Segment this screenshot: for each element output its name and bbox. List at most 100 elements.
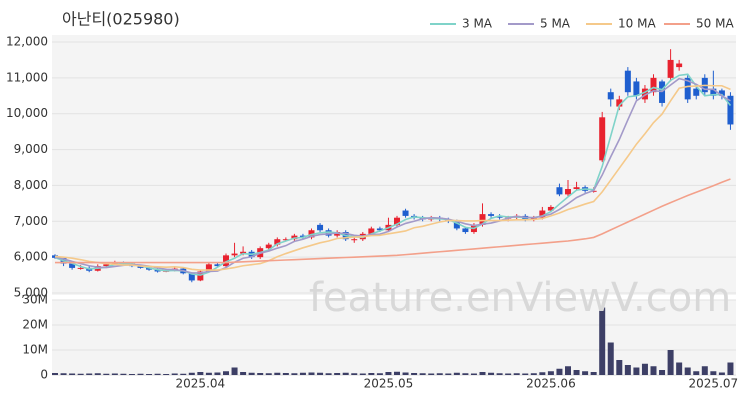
volume-tick-label: 30M	[22, 293, 48, 307]
candle-body	[368, 228, 375, 234]
candle-body	[325, 230, 332, 236]
volume-bar	[470, 373, 477, 375]
candle-body	[282, 239, 289, 241]
volume-bar	[205, 372, 212, 375]
candle-body	[667, 59, 674, 78]
volume-bar	[650, 366, 657, 375]
candle-body	[351, 239, 358, 241]
x-tick-label: 2025.05	[364, 377, 414, 391]
volume-bar	[394, 371, 400, 375]
volume-bar	[120, 373, 127, 375]
volume-bar	[342, 372, 349, 375]
volume-bar	[411, 373, 418, 375]
volume-bar	[693, 371, 700, 375]
candle-body	[650, 77, 657, 93]
volume-bar	[616, 360, 623, 375]
volume-bar	[428, 373, 435, 375]
volume-bar	[659, 370, 666, 375]
candle-body	[573, 187, 580, 190]
candle-body	[590, 190, 597, 192]
candle-body	[317, 224, 324, 231]
volume-bar	[163, 374, 170, 375]
candle-body	[676, 63, 683, 68]
candle-body	[488, 214, 495, 216]
volume-bar	[582, 371, 589, 375]
volume-bar	[385, 372, 392, 375]
volume-bar	[274, 372, 281, 375]
volume-bar	[77, 373, 84, 375]
volume-bar	[701, 366, 708, 375]
volume-bar	[522, 373, 529, 375]
volume-bar	[556, 368, 563, 375]
volume-bar	[718, 372, 725, 375]
volume-tick-label: 10M	[22, 343, 48, 357]
volume-bar	[402, 372, 409, 375]
volume-bar	[599, 307, 606, 375]
candle-body	[69, 263, 76, 268]
y-tick-label: 11,000	[6, 70, 48, 84]
candle-body	[231, 253, 238, 256]
candle-body	[197, 271, 204, 281]
volume-bar	[368, 373, 375, 375]
candle-body	[727, 95, 734, 125]
volume-bar	[624, 365, 631, 375]
candle-body	[710, 88, 717, 96]
candle-body	[462, 228, 469, 233]
volume-bar	[573, 370, 580, 375]
volume-bar	[188, 372, 195, 375]
volume-bar	[52, 373, 58, 375]
candle-body	[402, 210, 409, 216]
volume-bar	[308, 372, 315, 375]
x-tick-label: 2025.07	[689, 377, 739, 391]
volume-bar	[265, 373, 272, 375]
y-tick-label: 9,000	[14, 142, 48, 156]
volume-bar	[505, 373, 512, 375]
watermark: feature.enViewV.com	[309, 275, 731, 321]
volume-bar	[488, 372, 495, 375]
candle-body	[556, 187, 563, 195]
volume-bar	[231, 367, 238, 375]
volume-bar	[710, 371, 717, 375]
volume-bar	[419, 373, 426, 375]
volume-bar	[436, 373, 443, 375]
volume-bar	[94, 373, 101, 375]
volume-bar	[103, 373, 110, 375]
volume-bar	[171, 373, 178, 375]
candle-body	[684, 77, 691, 100]
legend-label: 50 MA	[696, 17, 734, 31]
volume-tick-label: 20M	[22, 318, 48, 332]
candle-body	[624, 70, 631, 93]
volume-bar	[60, 373, 67, 375]
volume-bar	[607, 342, 614, 375]
candle-body	[479, 214, 486, 225]
candle-body	[453, 221, 460, 229]
y-tick-label: 10,000	[6, 106, 48, 120]
candle-body	[616, 99, 623, 107]
volume-bar	[257, 373, 264, 375]
candle-body	[274, 239, 281, 245]
volume-bar	[676, 362, 683, 375]
x-tick-label: 2025.04	[176, 377, 226, 391]
candle-body	[599, 117, 606, 161]
ma-line	[54, 84, 731, 271]
volume-bar	[69, 373, 76, 375]
candle-body	[718, 90, 725, 96]
candle-body	[111, 262, 118, 265]
volume-bar	[180, 373, 187, 375]
y-tick-label: 8,000	[14, 178, 48, 192]
volume-bar	[351, 373, 358, 375]
volume-bar	[590, 372, 597, 375]
volume-bar	[240, 372, 247, 375]
volume-bar	[462, 373, 469, 375]
candle-body	[205, 264, 212, 272]
candle-body	[547, 206, 554, 211]
legend-label: 10 MA	[618, 17, 656, 31]
volume-bar	[223, 371, 229, 375]
candle-body	[265, 244, 272, 249]
volume-bar	[137, 373, 144, 375]
legend-label: 3 MA	[462, 17, 493, 31]
volume-bar	[633, 367, 640, 375]
candle-body	[214, 264, 221, 267]
volume-bar	[282, 373, 289, 375]
